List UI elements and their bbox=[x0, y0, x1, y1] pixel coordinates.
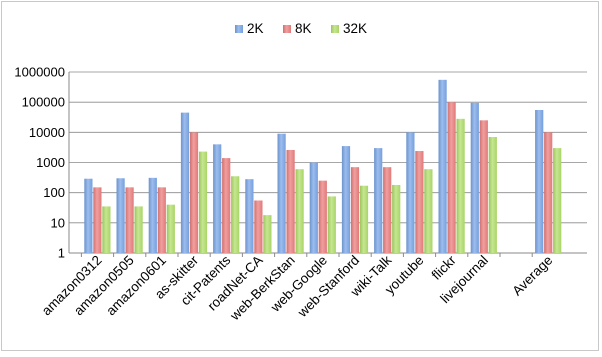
bar-32k-as-skitter bbox=[198, 151, 208, 253]
bar-32k-web-berkstan bbox=[295, 169, 304, 253]
legend-item-2k: 2K bbox=[235, 21, 264, 36]
bar-2k-wiki-talk bbox=[374, 148, 383, 253]
bar-2k-web-google bbox=[309, 162, 318, 253]
bar-2k-roadnet-ca bbox=[245, 179, 254, 253]
bar-32k-cit-patents bbox=[231, 176, 240, 253]
bar-32k-youtube bbox=[424, 169, 433, 253]
y-tick-label: 100000 bbox=[22, 95, 65, 110]
bar-8k-average bbox=[544, 132, 553, 253]
bar-2k-flickr bbox=[438, 79, 447, 253]
y-tick-label: 1000000 bbox=[14, 65, 65, 80]
bar-2k-amazon0312 bbox=[84, 178, 93, 253]
bar-2k-amazon0601 bbox=[148, 177, 157, 253]
bar-32k-average bbox=[553, 148, 562, 253]
bar-8k-roadnet-ca bbox=[254, 200, 263, 253]
bar-8k-web-stanford bbox=[350, 167, 360, 253]
bar-8k-amazon0312 bbox=[93, 187, 102, 253]
bar-2k-as-skitter bbox=[180, 112, 190, 254]
bar-8k-amazon0505 bbox=[125, 187, 134, 253]
bar-8k-livejournal bbox=[479, 120, 488, 253]
legend-label: 32K bbox=[343, 21, 367, 36]
bar-2k-average bbox=[535, 109, 544, 254]
legend-swatch bbox=[283, 25, 291, 33]
bar-32k-amazon0505 bbox=[134, 206, 143, 253]
bar-8k-youtube bbox=[415, 151, 424, 253]
legend-label: 2K bbox=[247, 21, 264, 36]
bar-32k-amazon0312 bbox=[102, 206, 111, 253]
x-category-label: Average bbox=[509, 253, 555, 299]
bar-8k-cit-patents bbox=[222, 158, 231, 253]
x-category-labels: amazon0312amazon0505amazon0601as-skitter… bbox=[39, 252, 556, 324]
bar-2k-livejournal bbox=[470, 102, 479, 253]
bar-32k-flickr bbox=[456, 118, 465, 254]
bar-8k-flickr bbox=[447, 102, 456, 254]
y-tick-labels: 1 10 100 1000 10000 100000 1000000 bbox=[14, 65, 65, 261]
legend-item-32k: 32K bbox=[331, 21, 367, 36]
bars bbox=[84, 79, 562, 254]
bar-8k-wiki-talk bbox=[383, 167, 392, 253]
bar-8k-web-berkstan bbox=[286, 149, 295, 253]
chart-frame: 1 10 100 1000 10000 100000 1000000 amazon0312 a… bbox=[1, 1, 599, 351]
legend-swatch bbox=[331, 25, 339, 33]
y-tick-label: 1 bbox=[58, 246, 65, 261]
y-tick-label: 1000 bbox=[36, 155, 65, 170]
bar-32k-livejournal bbox=[488, 137, 497, 253]
legend-swatch bbox=[235, 25, 243, 33]
bar-2k-cit-patents bbox=[213, 144, 222, 253]
bar-chart: 1 10 100 1000 10000 100000 1000000 amazon0312a… bbox=[14, 21, 587, 324]
y-tick-label: 10 bbox=[51, 215, 65, 230]
bar-32k-web-stanford bbox=[359, 185, 369, 253]
y-tick-label: 10000 bbox=[29, 125, 65, 140]
bar-2k-youtube bbox=[406, 132, 415, 253]
bar-32k-roadnet-ca bbox=[263, 215, 272, 253]
bar-8k-amazon0601 bbox=[157, 187, 166, 253]
bar-32k-amazon0601 bbox=[166, 204, 175, 253]
bar-8k-web-google bbox=[318, 180, 327, 253]
bar-2k-amazon0505 bbox=[116, 178, 125, 253]
bar-8k-as-skitter bbox=[189, 132, 199, 253]
bar-2k-web-stanford bbox=[341, 146, 351, 253]
legend: 2K 8K 32K bbox=[235, 21, 367, 36]
legend-label: 8K bbox=[295, 21, 312, 36]
y-tick-label: 100 bbox=[43, 185, 65, 200]
bar-2k-web-berkstan bbox=[277, 133, 286, 253]
legend-item-8k: 8K bbox=[283, 21, 312, 36]
bar-32k-web-google bbox=[327, 196, 336, 253]
bar-32k-wiki-talk bbox=[392, 184, 401, 253]
